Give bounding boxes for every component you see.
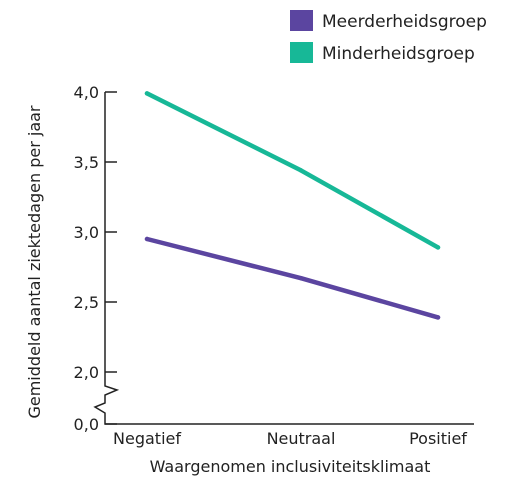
y-axis-line [93, 92, 474, 425]
y-tick-label: 3,5 [74, 153, 99, 172]
y-axis-ticks: 0,0 2,0 2,5 3,0 3,5 4,0 [74, 83, 117, 434]
x-tick-label: Negatief [113, 429, 181, 448]
legend-swatch-minderheidsgroep [290, 42, 313, 63]
data-point-minderheidsgroep [298, 168, 304, 173]
y-tick-label: 3,0 [74, 223, 99, 242]
data-point-meerderheidsgroep [435, 315, 441, 320]
y-tick-label: 2,5 [74, 293, 99, 312]
series-line-minderheidsgroep [144, 91, 441, 250]
x-tick-label: Positief [409, 429, 467, 448]
y-tick-label: 2,0 [74, 363, 99, 382]
x-tick-label: Neutraal [267, 429, 336, 448]
legend-label-minderheidsgroep: Minderheidsgroep [322, 44, 475, 64]
legend-label-meerderheidsgroep: Meerderheidsgroep [322, 12, 487, 32]
data-point-meerderheidsgroep [144, 236, 150, 242]
y-tick-label: 4,0 [74, 83, 99, 102]
y-axis-title: Gemiddeld aantal ziektedagen per jaar [25, 105, 44, 418]
series-line-meerderheidsgroep [144, 236, 441, 320]
series-layer [144, 91, 441, 320]
data-point-minderheidsgroep [435, 245, 441, 250]
legend-swatch-meerderheidsgroep [290, 10, 313, 31]
x-axis-ticks: Negatief Neutraal Positief [113, 429, 467, 448]
y-tick-label: 0,0 [74, 415, 99, 434]
legend-item-minderheidsgroep: Minderheidsgroep [290, 42, 475, 64]
data-point-minderheidsgroep [144, 91, 150, 96]
legend-item-meerderheidsgroep: Meerderheidsgroep [290, 10, 487, 32]
legend: Meerderheidsgroep Minderheidsgroep [290, 10, 487, 64]
x-axis-title: Waargenomen inclusiviteitsklimaat [150, 457, 431, 476]
data-point-meerderheidsgroep [298, 276, 304, 281]
